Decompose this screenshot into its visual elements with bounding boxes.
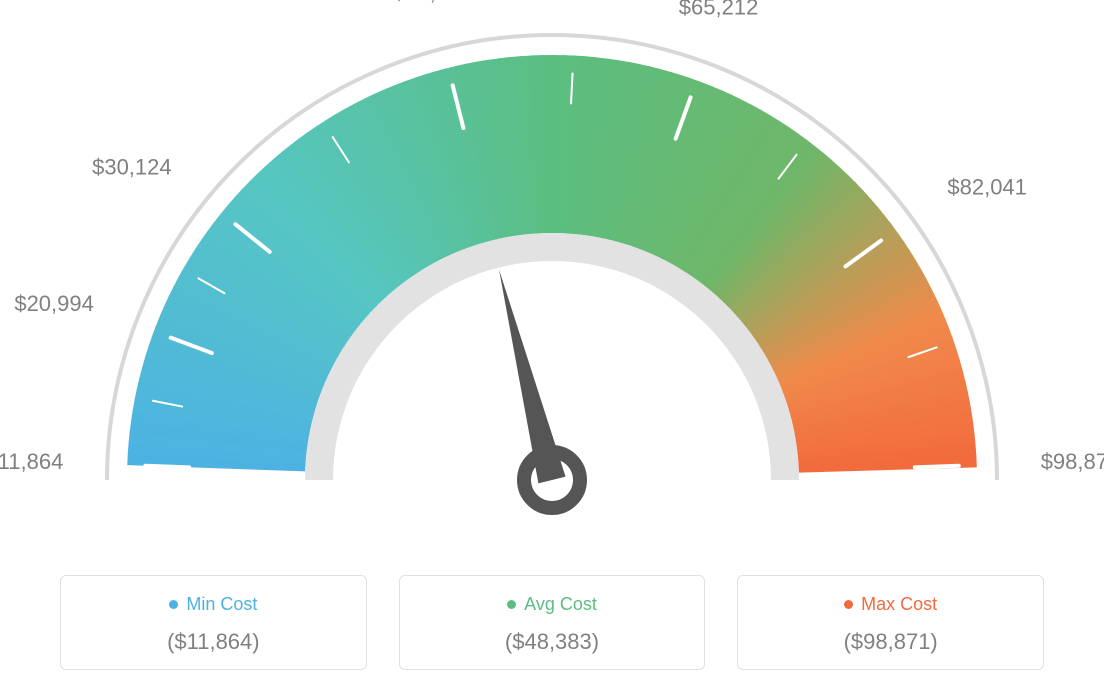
legend-value-avg: ($48,383)	[410, 629, 695, 655]
legend-row: Min Cost ($11,864) Avg Cost ($48,383) Ma…	[0, 575, 1104, 670]
gauge-tick-label: $20,994	[14, 291, 94, 316]
legend-title-avg: Avg Cost	[507, 594, 597, 615]
legend-title-max: Max Cost	[844, 594, 937, 615]
legend-dot-min	[169, 600, 178, 609]
legend-label-min: Min Cost	[186, 594, 257, 615]
legend-label-avg: Avg Cost	[524, 594, 597, 615]
legend-dot-avg	[507, 600, 516, 609]
legend-title-min: Min Cost	[169, 594, 257, 615]
legend-card-min: Min Cost ($11,864)	[60, 575, 367, 670]
legend-value-max: ($98,871)	[748, 629, 1033, 655]
gauge-tick-label: $65,212	[679, 0, 759, 19]
legend-value-min: ($11,864)	[71, 629, 356, 655]
gauge-area: $11,864 $20,994 $30,124 $48,383 $65,212 $82,0…	[0, 0, 1104, 540]
legend-dot-max	[844, 600, 853, 609]
legend-label-max: Max Cost	[861, 594, 937, 615]
gauge-chart-container: $11,864 $20,994 $30,124 $48,383 $65,212 $82,0…	[0, 0, 1104, 690]
gauge-svg: $11,864 $20,994 $30,124 $48,383 $65,212 $82,0…	[0, 0, 1104, 540]
gauge-tick-label: $82,041	[947, 174, 1027, 199]
gauge-tick-label: $30,124	[92, 155, 172, 180]
gauge-tick-label: $98,871	[1041, 449, 1104, 474]
gauge-tick-label: $48,383	[393, 0, 473, 5]
gauge-tick-label: $11,864	[0, 449, 63, 474]
legend-card-max: Max Cost ($98,871)	[737, 575, 1044, 670]
legend-card-avg: Avg Cost ($48,383)	[399, 575, 706, 670]
